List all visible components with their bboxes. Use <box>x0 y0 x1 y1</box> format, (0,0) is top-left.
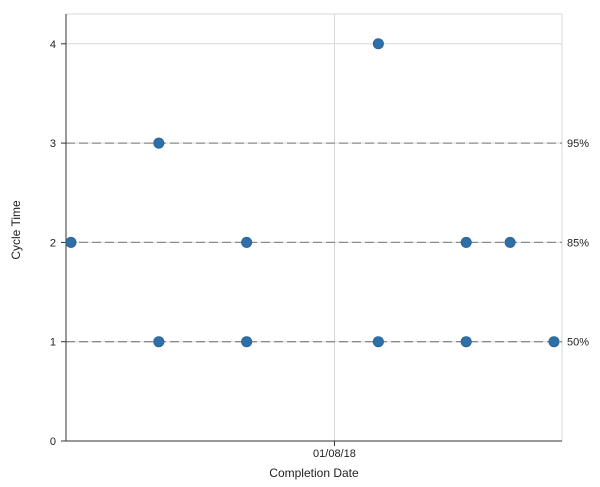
data-point <box>372 336 384 348</box>
data-point <box>372 38 384 50</box>
data-point <box>504 236 516 248</box>
y-tick-label: 3 <box>50 138 56 150</box>
percentile-label: 95% <box>567 138 589 150</box>
data-point <box>548 336 560 348</box>
y-tick-label: 0 <box>50 436 56 448</box>
data-point <box>241 336 253 348</box>
data-point <box>460 336 472 348</box>
data-points <box>65 38 560 348</box>
percentile-lines: 95% 85% 50% <box>66 138 589 349</box>
y-tick-label: 4 <box>50 39 56 51</box>
data-point <box>153 137 165 149</box>
grid-layer: 0 1 2 3 4 01/08/18 <box>50 13 563 460</box>
percentile-label: 85% <box>567 237 589 249</box>
data-point <box>153 336 165 348</box>
percentile-label: 50% <box>567 337 589 349</box>
data-point <box>460 236 472 248</box>
data-point <box>241 236 253 248</box>
x-axis-title: Completion Date <box>269 466 359 480</box>
data-point <box>65 236 77 248</box>
y-tick-label: 1 <box>50 337 56 349</box>
y-axis-title: Cycle Time <box>9 200 23 260</box>
y-tick-label: 2 <box>50 237 56 249</box>
x-tick-label: 01/08/18 <box>313 448 356 460</box>
axes <box>65 14 562 442</box>
